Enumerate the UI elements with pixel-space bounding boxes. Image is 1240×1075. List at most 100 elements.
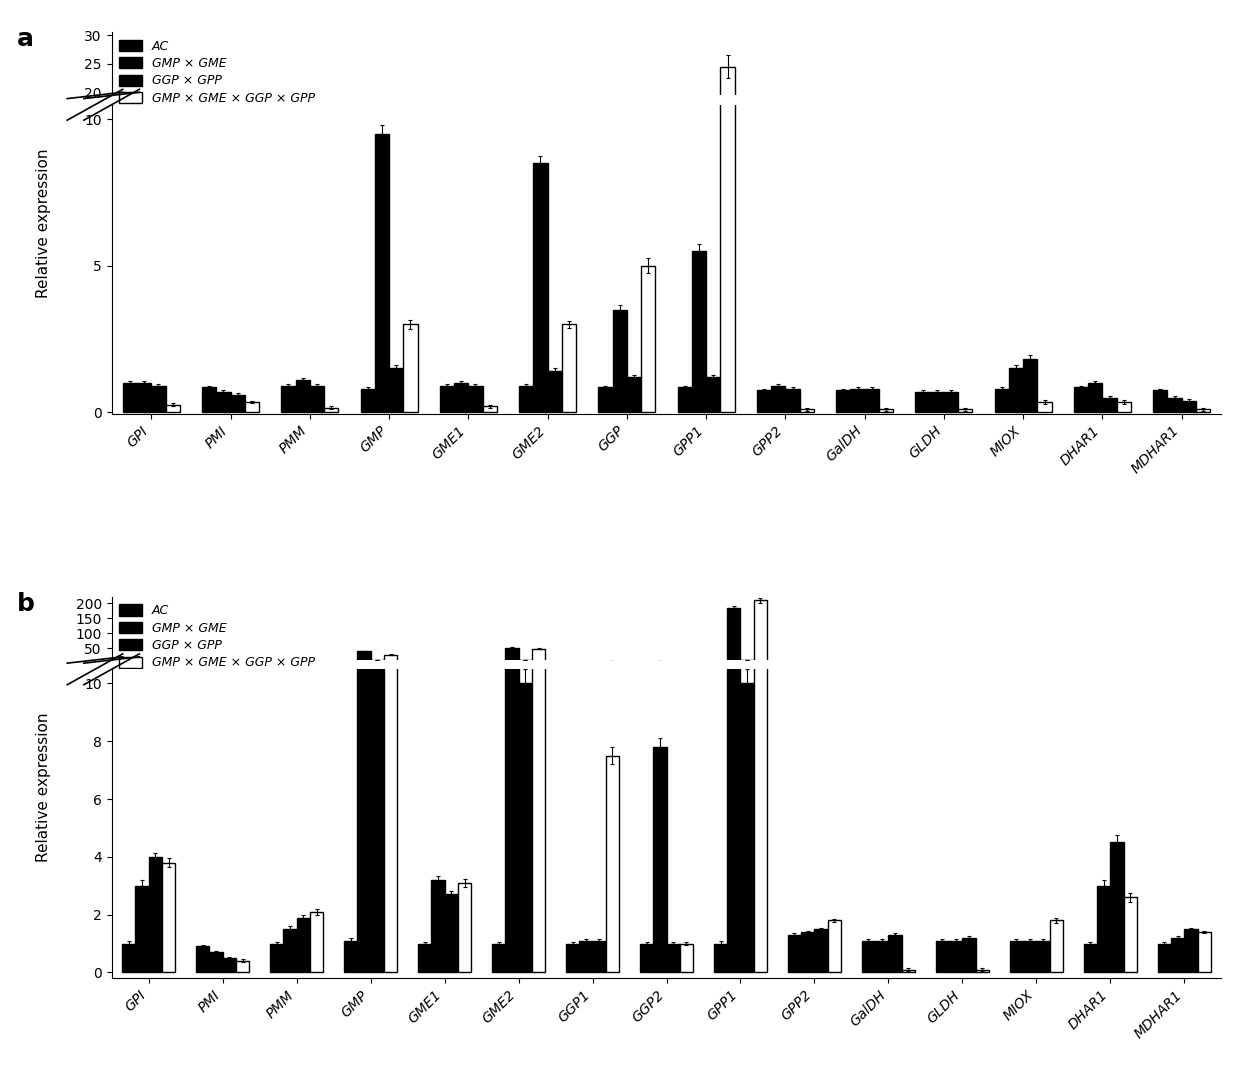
Bar: [593, 941, 606, 973]
Bar: [959, 410, 972, 412]
Bar: [740, 660, 754, 663]
Bar: [343, 941, 357, 973]
Bar: [1023, 359, 1038, 412]
Bar: [482, 206, 497, 207]
Bar: [384, 655, 397, 663]
Bar: [202, 387, 216, 412]
Bar: [720, 0, 734, 412]
Bar: [1158, 944, 1171, 973]
Bar: [815, 929, 828, 973]
Bar: [231, 204, 244, 207]
Bar: [1089, 202, 1102, 207]
Bar: [1038, 205, 1052, 207]
Bar: [606, 661, 619, 663]
Bar: [532, 649, 546, 663]
Bar: [599, 203, 613, 207]
Bar: [505, 0, 518, 973]
Bar: [223, 958, 236, 973]
Bar: [915, 391, 930, 412]
Bar: [1009, 369, 1023, 412]
Bar: [389, 369, 403, 412]
Bar: [720, 67, 734, 207]
Bar: [151, 202, 165, 207]
Bar: [310, 912, 324, 973]
Bar: [149, 857, 162, 973]
Bar: [505, 648, 518, 663]
Text: Relative expression: Relative expression: [36, 148, 51, 298]
Bar: [454, 202, 469, 207]
Bar: [231, 395, 244, 412]
Bar: [492, 944, 505, 973]
Bar: [384, 163, 397, 973]
Bar: [1009, 199, 1023, 207]
Bar: [533, 159, 548, 207]
Bar: [136, 383, 151, 412]
Bar: [862, 941, 875, 973]
Bar: [1117, 205, 1131, 207]
Bar: [432, 880, 445, 973]
Bar: [653, 747, 667, 973]
Text: b: b: [17, 591, 35, 616]
Bar: [123, 202, 136, 207]
Bar: [836, 203, 851, 207]
Bar: [944, 391, 959, 412]
Bar: [123, 383, 136, 412]
Bar: [836, 390, 851, 412]
Bar: [1182, 205, 1197, 207]
Bar: [1089, 383, 1102, 412]
Bar: [875, 941, 889, 973]
Bar: [548, 200, 562, 207]
Bar: [562, 190, 577, 207]
Bar: [440, 386, 454, 412]
Bar: [162, 862, 175, 973]
Bar: [324, 407, 339, 412]
Bar: [548, 371, 562, 412]
Bar: [244, 402, 259, 412]
Bar: [445, 894, 458, 973]
Bar: [962, 937, 976, 973]
Bar: [281, 386, 295, 412]
Bar: [740, 684, 754, 973]
Text: Relative expression: Relative expression: [36, 713, 51, 862]
Bar: [357, 0, 371, 973]
Bar: [706, 377, 720, 412]
Bar: [149, 662, 162, 663]
Bar: [785, 203, 800, 207]
Bar: [714, 944, 727, 973]
Bar: [994, 203, 1009, 207]
Bar: [418, 944, 432, 973]
Bar: [613, 310, 627, 412]
Bar: [403, 190, 418, 207]
Bar: [236, 961, 249, 973]
Bar: [771, 202, 785, 207]
Bar: [135, 886, 149, 973]
Bar: [1198, 932, 1211, 973]
Bar: [756, 203, 771, 207]
Bar: [1102, 204, 1117, 207]
Bar: [1023, 198, 1038, 207]
Bar: [727, 0, 740, 973]
Bar: [1084, 944, 1097, 973]
Bar: [915, 203, 930, 207]
Bar: [357, 651, 371, 663]
Bar: [677, 387, 692, 412]
Bar: [1111, 843, 1123, 973]
Bar: [1111, 662, 1123, 663]
Bar: [136, 202, 151, 207]
Bar: [692, 176, 706, 207]
Bar: [756, 390, 771, 412]
Bar: [371, 669, 384, 973]
Bar: [976, 970, 990, 973]
Bar: [677, 203, 692, 207]
Bar: [727, 607, 740, 663]
Bar: [202, 203, 216, 207]
Bar: [879, 410, 893, 412]
Bar: [1037, 941, 1050, 973]
Bar: [520, 386, 533, 412]
Bar: [851, 203, 864, 207]
Bar: [680, 944, 693, 973]
Text: a: a: [17, 27, 35, 52]
Bar: [801, 932, 815, 973]
Bar: [1153, 390, 1168, 412]
Bar: [1038, 402, 1052, 412]
